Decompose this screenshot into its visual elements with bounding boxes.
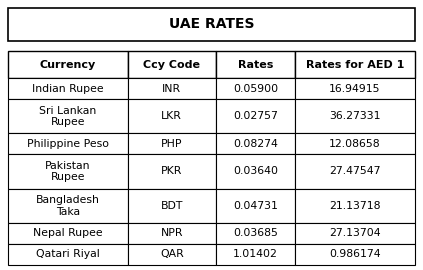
Text: PKR: PKR	[161, 167, 182, 177]
Bar	[8, 78, 128, 99]
Text: Sri Lankan
Rupee: Sri Lankan Rupee	[39, 106, 97, 127]
Bar	[8, 223, 128, 244]
Bar	[8, 99, 128, 133]
Text: 1.01402: 1.01402	[233, 249, 278, 259]
Text: Nepal Rupee: Nepal Rupee	[33, 228, 103, 238]
Bar	[216, 223, 295, 244]
Text: 0.08274: 0.08274	[233, 139, 278, 149]
Bar	[8, 133, 128, 154]
Text: Currency: Currency	[40, 60, 96, 70]
Text: Qatari Riyal: Qatari Riyal	[36, 249, 100, 259]
Text: QAR: QAR	[160, 249, 184, 259]
Bar	[295, 223, 415, 244]
Text: 36.27331: 36.27331	[329, 111, 381, 121]
Text: Bangladesh
Taka: Bangladesh Taka	[36, 195, 100, 217]
Bar	[8, 8, 415, 40]
Bar	[216, 189, 295, 223]
Bar	[295, 51, 415, 78]
Text: 27.13704: 27.13704	[329, 228, 381, 238]
Text: 27.47547: 27.47547	[329, 167, 381, 177]
Bar	[8, 51, 128, 78]
Text: 0.986174: 0.986174	[329, 249, 381, 259]
Bar	[8, 244, 128, 265]
Bar	[295, 78, 415, 99]
Text: 16.94915: 16.94915	[329, 84, 381, 94]
Text: Rates: Rates	[238, 60, 273, 70]
Bar	[216, 133, 295, 154]
Text: 12.08658: 12.08658	[329, 139, 381, 149]
Bar	[128, 78, 216, 99]
Text: UAE RATES: UAE RATES	[169, 17, 254, 31]
Bar	[128, 189, 216, 223]
Bar	[295, 133, 415, 154]
Bar	[295, 154, 415, 189]
Text: BDT: BDT	[161, 201, 183, 211]
Text: Ccy Code: Ccy Code	[143, 60, 200, 70]
Text: Indian Rupee: Indian Rupee	[32, 84, 104, 94]
Text: Pakistan
Rupee: Pakistan Rupee	[45, 161, 91, 182]
Bar	[128, 99, 216, 133]
Text: INR: INR	[162, 84, 181, 94]
Bar	[8, 189, 128, 223]
Text: LKR: LKR	[161, 111, 182, 121]
Text: NPR: NPR	[160, 228, 183, 238]
Text: Philippine Peso: Philippine Peso	[27, 139, 109, 149]
Bar	[128, 154, 216, 189]
Bar	[216, 244, 295, 265]
Text: 21.13718: 21.13718	[329, 201, 381, 211]
Bar	[216, 78, 295, 99]
Bar	[216, 51, 295, 78]
Text: 0.03685: 0.03685	[233, 228, 278, 238]
Text: 0.05900: 0.05900	[233, 84, 278, 94]
Bar	[128, 51, 216, 78]
Bar	[128, 223, 216, 244]
Bar	[295, 244, 415, 265]
Text: 0.03640: 0.03640	[233, 167, 278, 177]
Text: 0.04731: 0.04731	[233, 201, 278, 211]
Bar	[128, 244, 216, 265]
Bar	[295, 99, 415, 133]
Bar	[295, 189, 415, 223]
Bar	[216, 99, 295, 133]
Text: PHP: PHP	[161, 139, 183, 149]
Bar	[128, 133, 216, 154]
Text: 0.02757: 0.02757	[233, 111, 278, 121]
Bar	[216, 154, 295, 189]
Bar	[8, 154, 128, 189]
Text: Rates for AED 1: Rates for AED 1	[306, 60, 404, 70]
